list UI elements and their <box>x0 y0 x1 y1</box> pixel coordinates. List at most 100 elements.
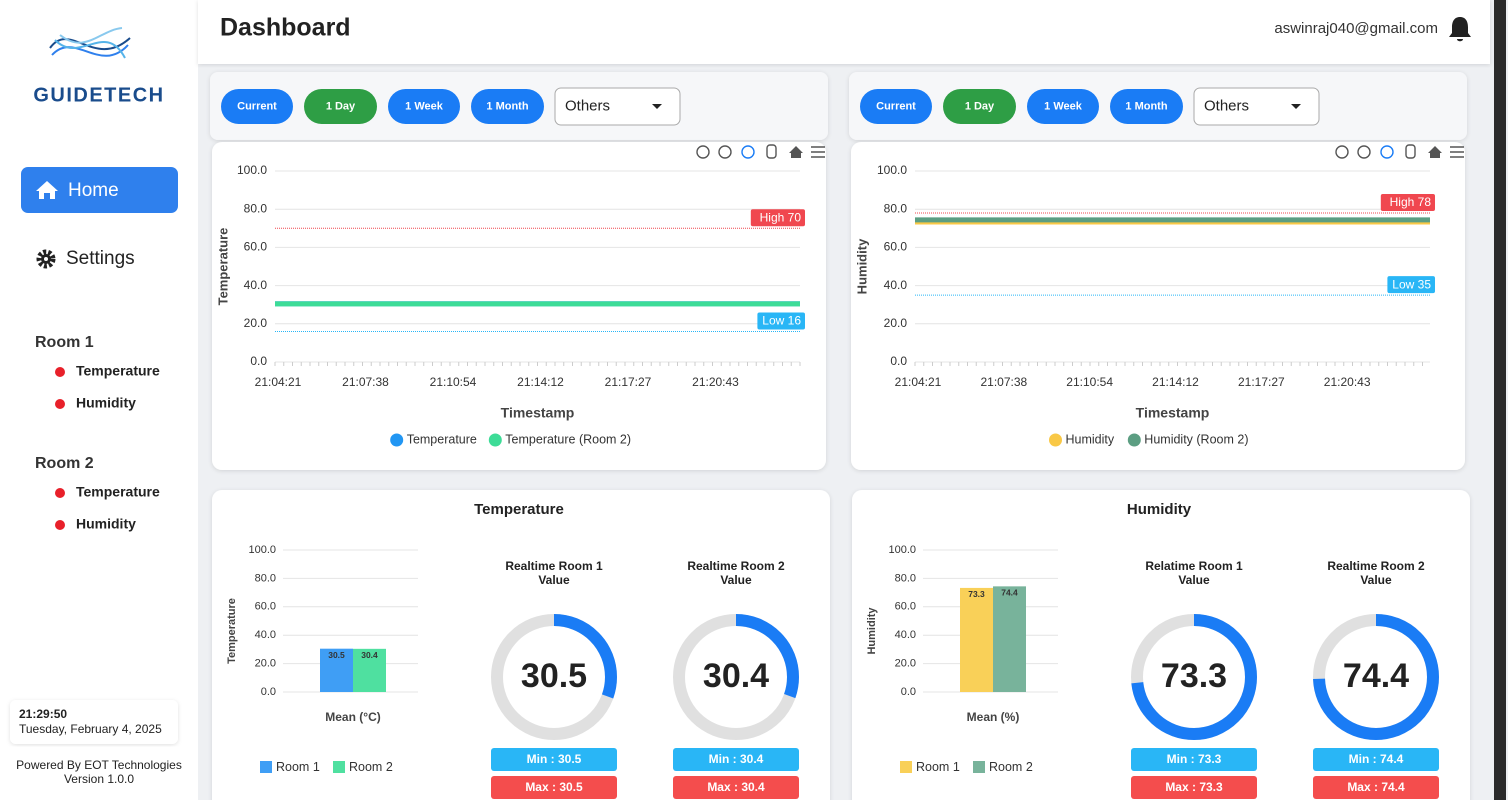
legend-swatch <box>900 761 912 773</box>
home-icon <box>36 181 58 199</box>
range-button[interactable]: Current <box>860 89 932 124</box>
gauge-value: 74.4 <box>1343 657 1409 695</box>
legend-label[interactable]: Humidity (Room 2) <box>1144 432 1248 446</box>
range-button[interactable]: Current <box>221 89 293 124</box>
y-tick-label: 0.0 <box>901 686 916 698</box>
legend-item[interactable]: Room 1 <box>900 760 960 774</box>
toolbar-icon[interactable] <box>741 145 755 159</box>
bar-value-label: 30.5 <box>328 650 345 660</box>
gauge-value: 73.3 <box>1161 657 1227 695</box>
toolbar-icon[interactable] <box>1357 145 1371 159</box>
range-button-bg[interactable] <box>388 89 460 124</box>
range-button-label[interactable]: 1 Week <box>405 100 444 112</box>
range-button-bg[interactable] <box>304 89 377 124</box>
toolbar-icon[interactable] <box>718 145 732 159</box>
range-button-bg[interactable] <box>860 89 932 124</box>
toolbar-icon[interactable] <box>1380 145 1394 159</box>
range-select[interactable]: Others <box>1193 87 1320 126</box>
nav-label[interactable]: Settings <box>66 248 135 269</box>
toolbar-icon[interactable] <box>811 146 825 158</box>
scrollbar <box>1494 0 1506 800</box>
legend-item[interactable]: Temperature <box>390 432 477 447</box>
toolbar-icon[interactable] <box>1335 145 1349 159</box>
select-box[interactable] <box>554 87 681 126</box>
toolbar-icon[interactable] <box>1405 144 1416 159</box>
bar <box>353 648 386 692</box>
max-badge <box>673 776 799 799</box>
threshold-label: Low 35 <box>1392 277 1431 291</box>
select-value[interactable]: Others <box>565 97 610 114</box>
range-button-label[interactable]: 1 Week <box>1044 100 1083 112</box>
gauge-title: Realtime Room 1 Value <box>505 559 603 587</box>
room-name: Room 2 <box>35 455 94 472</box>
range-button-label[interactable]: 1 Month <box>1125 100 1167 112</box>
min-badge <box>491 748 617 771</box>
range-button-label[interactable]: 1 Month <box>486 100 528 112</box>
range-button-bg[interactable] <box>221 89 293 124</box>
logo-text: GUIDETECH <box>33 84 164 106</box>
range-button-bg[interactable] <box>943 89 1016 124</box>
legend-label[interactable]: Room 1 <box>276 760 320 774</box>
toolbar-icon[interactable] <box>789 146 803 158</box>
x-tick-label: 21:14:12 <box>517 375 564 389</box>
range-button[interactable]: 1 Month <box>1110 89 1183 124</box>
y-tick-label: 100.0 <box>237 163 267 177</box>
range-button-label[interactable]: 1 Day <box>326 100 356 112</box>
legend-swatch <box>1049 433 1062 447</box>
select-value[interactable]: Others <box>1204 97 1249 114</box>
range-button-bg[interactable] <box>471 89 544 124</box>
range-select[interactable]: Others <box>554 87 681 126</box>
room-link[interactable]: Humidity <box>76 516 136 532</box>
select-box[interactable] <box>1193 87 1320 126</box>
max-label: Max : 30.5 <box>525 780 583 794</box>
legend-label[interactable]: Room 2 <box>349 760 393 774</box>
max-label: Max : 74.4 <box>1347 780 1405 794</box>
toolbar-icon[interactable] <box>1428 146 1442 158</box>
range-button-bg[interactable] <box>1027 89 1099 124</box>
nav-home[interactable]: Home <box>21 167 178 213</box>
room-link[interactable]: Temperature <box>76 363 160 379</box>
range-button-label[interactable]: Current <box>237 100 277 112</box>
legend-item[interactable]: Room 2 <box>973 760 1033 774</box>
legend-item[interactable]: Room 1 <box>260 760 320 774</box>
range-button[interactable]: 1 Day <box>304 89 377 124</box>
room-link[interactable]: Humidity <box>76 395 136 411</box>
toolbar-icon[interactable] <box>1450 146 1464 158</box>
legend-item[interactable]: Room 2 <box>333 760 393 774</box>
select-caret[interactable] <box>1291 104 1301 109</box>
legend-label[interactable]: Room 2 <box>989 760 1033 774</box>
range-button-label[interactable]: 1 Day <box>965 100 995 112</box>
y-tick-label: 20.0 <box>244 316 268 330</box>
range-button-bg[interactable] <box>1110 89 1183 124</box>
card-title: Temperature <box>474 501 564 518</box>
legend-label[interactable]: Humidity <box>1066 432 1115 446</box>
range-button[interactable]: 1 Day <box>943 89 1016 124</box>
status-dot <box>55 399 65 409</box>
clock-time: 21:29:50 <box>19 707 67 721</box>
x-axis-label: Timestamp <box>1136 405 1210 421</box>
range-button[interactable]: 1 Week <box>388 89 460 124</box>
toolbar-icon[interactable] <box>766 144 777 159</box>
chart-toolbar[interactable] <box>696 144 825 159</box>
nav-settings[interactable]: Settings <box>36 248 135 269</box>
room-link[interactable]: Temperature <box>76 484 160 500</box>
bar <box>993 586 1026 692</box>
legend-item[interactable]: Temperature (Room 2) <box>488 432 631 447</box>
select-caret[interactable] <box>652 104 662 109</box>
status-dot <box>55 488 65 498</box>
x-tick-label: 21:10:54 <box>1066 375 1113 389</box>
range-button-label[interactable]: Current <box>876 100 916 112</box>
y-tick-label: 20.0 <box>895 658 916 670</box>
nav-label[interactable]: Home <box>68 180 119 201</box>
toolbar-icon[interactable] <box>696 145 710 159</box>
clock-box <box>10 700 178 744</box>
chart-toolbar[interactable] <box>1335 144 1464 159</box>
legend-item[interactable]: Humidity <box>1049 432 1115 447</box>
range-button[interactable]: 1 Month <box>471 89 544 124</box>
legend-label[interactable]: Room 1 <box>916 760 960 774</box>
legend-label[interactable]: Temperature <box>407 432 477 446</box>
legend-item[interactable]: Humidity (Room 2) <box>1127 432 1249 447</box>
bell-icon[interactable] <box>1449 17 1471 42</box>
legend-label[interactable]: Temperature (Room 2) <box>505 432 631 446</box>
range-button[interactable]: 1 Week <box>1027 89 1099 124</box>
